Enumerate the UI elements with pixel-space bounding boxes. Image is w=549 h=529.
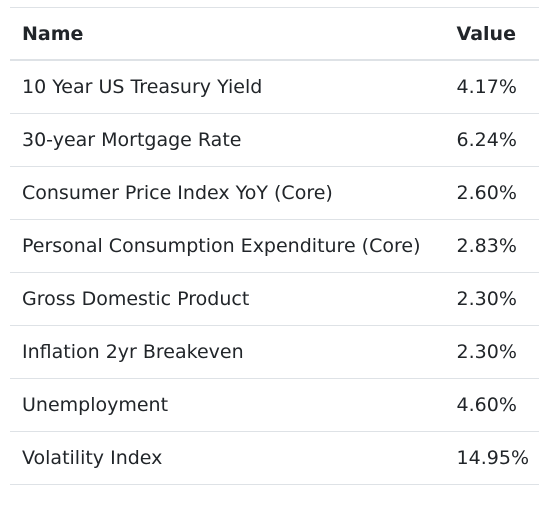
indicator-name: Volatility Index [10, 431, 445, 485]
indicator-value: 4.60% [444, 378, 539, 432]
indicator-value: 6.24% [444, 113, 539, 167]
header-name: Name [10, 7, 445, 61]
table-body: 10 Year US Treasury Yield 4.17% 30-year … [10, 59, 539, 485]
indicator-name: Inflation 2yr Breakeven [10, 325, 445, 379]
table-row: Gross Domestic Product 2.30% [10, 272, 539, 326]
table-row: Volatility Index 14.95% [10, 431, 539, 485]
indicator-value: 2.60% [444, 166, 539, 220]
indicator-value: 2.83% [444, 219, 539, 273]
indicator-value: 2.30% [444, 272, 539, 326]
table-row: 30-year Mortgage Rate 6.24% [10, 113, 539, 167]
header-row: Name Value [10, 7, 539, 61]
indicator-value: 4.17% [444, 59, 539, 114]
table-header: Name Value [10, 7, 539, 61]
table-row: Consumer Price Index YoY (Core) 2.60% [10, 166, 539, 220]
indicator-name: Gross Domestic Product [10, 272, 445, 326]
indicator-name: 10 Year US Treasury Yield [10, 59, 445, 114]
table-row: Unemployment 4.60% [10, 378, 539, 432]
indicator-value: 2.30% [444, 325, 539, 379]
indicator-name: Personal Consumption Expenditure (Core) [10, 219, 445, 273]
indicator-name: Unemployment [10, 378, 445, 432]
table-row: 10 Year US Treasury Yield 4.17% [10, 59, 539, 114]
header-value: Value [444, 7, 539, 61]
economic-indicators-table: Name Value 10 Year US Treasury Yield 4.1… [10, 7, 539, 485]
indicator-value: 14.95% [444, 431, 539, 485]
indicator-name: 30-year Mortgage Rate [10, 113, 445, 167]
indicator-name: Consumer Price Index YoY (Core) [10, 166, 445, 220]
table-row: Personal Consumption Expenditure (Core) … [10, 219, 539, 273]
table-row: Inflation 2yr Breakeven 2.30% [10, 325, 539, 379]
